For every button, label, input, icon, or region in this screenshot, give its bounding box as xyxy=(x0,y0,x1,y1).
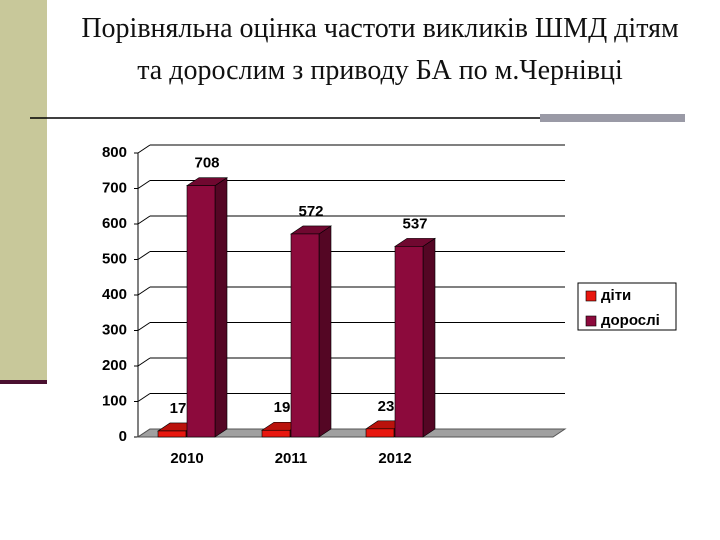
y-tick-label: 400 xyxy=(102,286,127,303)
data-label: 572 xyxy=(298,203,323,220)
grid-line xyxy=(137,180,151,189)
data-label: 537 xyxy=(402,215,427,232)
data-label: 708 xyxy=(194,155,219,172)
title-rule-accent xyxy=(540,114,685,122)
y-tick-label: 600 xyxy=(102,215,127,232)
x-tick-label: 2012 xyxy=(378,450,411,467)
bar xyxy=(365,428,395,438)
data-label: 19 xyxy=(274,399,291,416)
grid-line xyxy=(137,215,151,225)
y-tick-label: 800 xyxy=(102,144,127,161)
data-label: 17 xyxy=(170,400,187,417)
slide-title: Порівняльна оцінка частоти викликів ШМД … xyxy=(81,13,679,86)
data-label: 23 xyxy=(378,398,395,415)
grid-line xyxy=(137,251,151,260)
grid-line xyxy=(137,286,151,296)
bar xyxy=(261,429,291,438)
y-tick-label: 700 xyxy=(102,179,127,196)
side-band-edge xyxy=(0,380,47,384)
y-tick-label: 300 xyxy=(102,321,127,338)
legend-swatch xyxy=(585,290,597,302)
legend-label: дорослі xyxy=(601,312,660,329)
bar xyxy=(157,430,187,438)
legend-swatch xyxy=(585,315,597,327)
y-tick-label: 100 xyxy=(102,392,127,409)
grid-line xyxy=(137,144,151,154)
grid-line xyxy=(137,322,151,331)
grid-line xyxy=(137,393,151,402)
bar-side xyxy=(214,177,228,438)
bar xyxy=(186,185,216,438)
bar-side xyxy=(422,237,436,438)
y-tick-label: 0 xyxy=(119,428,127,445)
x-tick-label: 2010 xyxy=(170,450,203,467)
x-tick-label: 2011 xyxy=(275,450,308,467)
bar-side xyxy=(318,225,332,438)
y-tick-label: 200 xyxy=(102,357,127,374)
legend-label: діти xyxy=(601,287,631,304)
grid-line xyxy=(137,357,151,367)
side-band xyxy=(0,0,47,383)
bar xyxy=(290,233,320,438)
bar xyxy=(394,246,424,438)
y-tick-label: 500 xyxy=(102,250,127,267)
